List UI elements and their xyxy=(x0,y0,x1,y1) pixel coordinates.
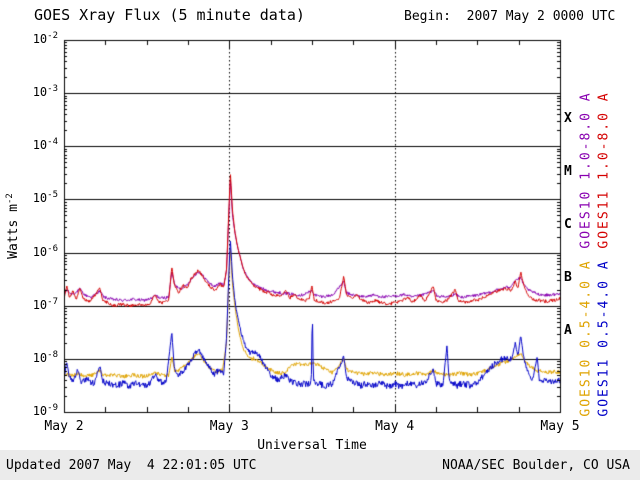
y-tick-label: 10-9 xyxy=(32,403,58,418)
y-tick-label: 10-2 xyxy=(32,31,58,46)
y-axis-label: Watts m-2 xyxy=(5,193,21,259)
y-tick-label: 10-7 xyxy=(32,296,58,312)
credit-label: NOAA/SEC Boulder, CO USA xyxy=(442,458,630,473)
legend-label: GOES10 0.5-4.0 A xyxy=(578,259,594,417)
legend-label: GOES10 1.0-8.0 A xyxy=(578,91,594,249)
y-axis-label-exponent: -2 xyxy=(4,193,15,205)
updated-timestamp-label: Updated 2007 May 4 22:01:05 UTC xyxy=(6,458,257,473)
chart-title: GOES Xray Flux (5 minute data) xyxy=(34,6,305,24)
y-tick-label: 10-5 xyxy=(32,190,58,206)
flare-class-label: C xyxy=(564,217,572,232)
y-tick-label: 10-3 xyxy=(32,84,58,100)
x-tick-label: May 3 xyxy=(209,419,249,434)
flare-class-label: B xyxy=(564,270,572,286)
flare-class-label: X xyxy=(564,110,572,126)
x-axis-label: Universal Time xyxy=(257,438,367,453)
x-tick-label: May 2 xyxy=(44,419,84,434)
y-tick-label: 10-4 xyxy=(32,137,58,153)
legend-label: GOES11 0.5-4.0 A xyxy=(596,259,612,417)
flare-class-label: A xyxy=(564,323,572,339)
x-tick-label: May 4 xyxy=(375,419,415,434)
y-axis-label-text: Watts m xyxy=(6,204,22,259)
y-tick-label: 10-8 xyxy=(32,349,58,365)
legend-label: GOES11 1.0-8.0 A xyxy=(596,91,612,249)
y-tick-label: 10-6 xyxy=(32,243,58,259)
footer-bar xyxy=(0,450,640,480)
flare-class-label: M xyxy=(564,163,572,179)
begin-time-label: Begin: 2007 May 2 0000 UTC xyxy=(404,9,616,24)
x-tick-label: May 5 xyxy=(540,419,580,434)
